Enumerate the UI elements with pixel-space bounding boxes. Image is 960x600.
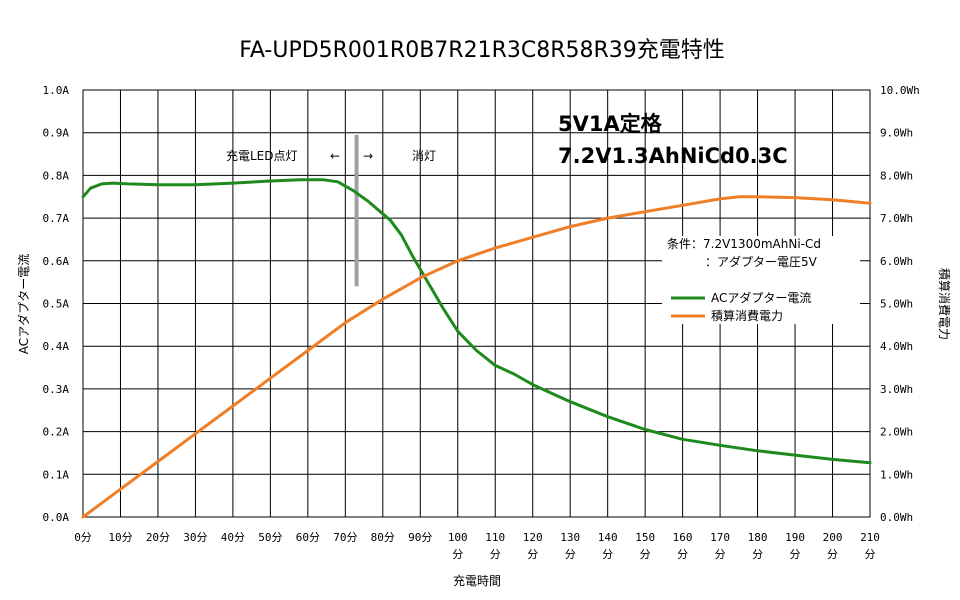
y-tick-label: 0.0A [43,511,70,524]
y2-axis-label: 積算消費電力 [937,268,952,340]
spec-label-2: 7.2V1.3AhNiCd0.3C [558,144,788,168]
x-tick-label-unit: 分 [527,548,538,561]
legend-label-energy: 積算消費電力 [711,308,783,323]
y2-tick-label: 10.0Wh [880,84,920,97]
x-tick-label: 200 [823,531,843,544]
y-tick-label: 0.5A [43,298,70,311]
condition-line-2: ：アダプター電圧5V [705,254,818,269]
x-tick-label-unit: 分 [452,548,463,561]
x-tick-label: 170 [710,531,730,544]
y-tick-label: 0.2A [43,426,70,439]
y2-tick-label: 9.0Wh [880,127,913,140]
x-tick-label-unit: 分 [790,548,801,561]
y-tick-label: 0.8A [43,169,70,182]
y2-tick-label: 1.0Wh [880,468,913,481]
x-tick-label-unit: 分 [602,548,613,561]
condition-line-1: 条件：7.2V1300mAhNi-Cd [667,237,821,251]
x-tick-label: 210 [860,531,880,544]
y-tick-label: 0.7A [43,212,70,225]
y-tick-label: 1.0A [43,84,70,97]
chart-title: FA-UPD5R001R0B7R21R3C8R58R39充電特性 [239,38,725,63]
x-tick-label-unit: 分 [715,548,726,561]
x-tick-label: 80分 [371,531,395,544]
y-tick-label: 0.9A [43,127,70,140]
x-tick-label: 0分 [74,531,92,544]
led-on-label: 充電LED点灯 [226,148,298,163]
y2-tick-label: 7.0Wh [880,212,913,225]
y-tick-label: 0.3A [43,383,70,396]
x-tick-label: 180 [748,531,768,544]
y2-tick-label: 0.0Wh [880,511,913,524]
arrow-right-icon: → [363,149,373,163]
x-tick-label: 10分 [108,531,132,544]
y2-axis-ticks: 0.0Wh 1.0Wh 2.0Wh 3.0Wh 4.0Wh 5.0Wh 6.0Wh 7.0Wh… [880,84,920,524]
x-tick-label-unit: 分 [865,548,876,561]
series-line-0 [81,178,872,465]
x-tick-label: 110 [485,531,505,544]
x-tick-label-unit: 分 [827,548,838,561]
x-tick-label: 160 [673,531,693,544]
legend-label-current: ACアダプター電流 [711,290,811,305]
x-tick-label: 90分 [408,531,432,544]
x-tick-label-unit: 分 [565,548,576,561]
x-tick-label: 130 [560,531,580,544]
y2-tick-label: 8.0Wh [880,169,913,182]
x-axis-label: 充電時間 [453,573,501,588]
x-axis-ticks: 0分 10分 20分 30分 40分 50分 60分 70分 80分 90分 100 分 110 分 120… [74,531,880,561]
y2-tick-label: 6.0Wh [880,255,913,268]
plot-frame [82,89,871,518]
x-tick-label: 40分 [221,531,245,544]
x-tick-label: 100 [448,531,468,544]
y-axis-ticks: 0.0A 0.1A 0.2A 0.3A 0.4A 0.5A 0.6A 0.7A 0.8A 0.9A… [43,84,70,524]
arrow-left-icon: ← [330,149,340,163]
y2-tick-label: 4.0Wh [880,340,913,353]
y2-tick-label: 2.0Wh [880,426,913,439]
x-tick-label: 190 [785,531,805,544]
y2-tick-label: 5.0Wh [880,298,913,311]
x-tick-label: 70分 [333,531,357,544]
x-tick-label-unit: 分 [490,548,501,561]
series-line-1 [81,195,872,519]
x-tick-label-unit: 分 [640,548,651,561]
x-tick-label: 150 [635,531,655,544]
y-tick-label: 0.1A [43,468,70,481]
x-tick-label: 140 [598,531,618,544]
x-tick-label-unit: 分 [752,548,763,561]
x-tick-label: 30分 [183,531,207,544]
x-tick-label: 20分 [146,531,170,544]
series-group [81,178,872,519]
x-tick-label: 120 [523,531,543,544]
legend-box [662,236,860,324]
led-off-label: 消灯 [412,149,436,163]
y-axis-label: ACアダプター電流 [16,254,31,354]
spec-label-1: 5V1A定格 [558,112,663,136]
x-tick-label-unit: 分 [677,548,688,561]
y-tick-label: 0.6A [43,255,70,268]
x-tick-label: 60分 [296,531,320,544]
y-tick-label: 0.4A [43,340,70,353]
y2-tick-label: 3.0Wh [880,383,913,396]
x-tick-label: 50分 [258,531,282,544]
